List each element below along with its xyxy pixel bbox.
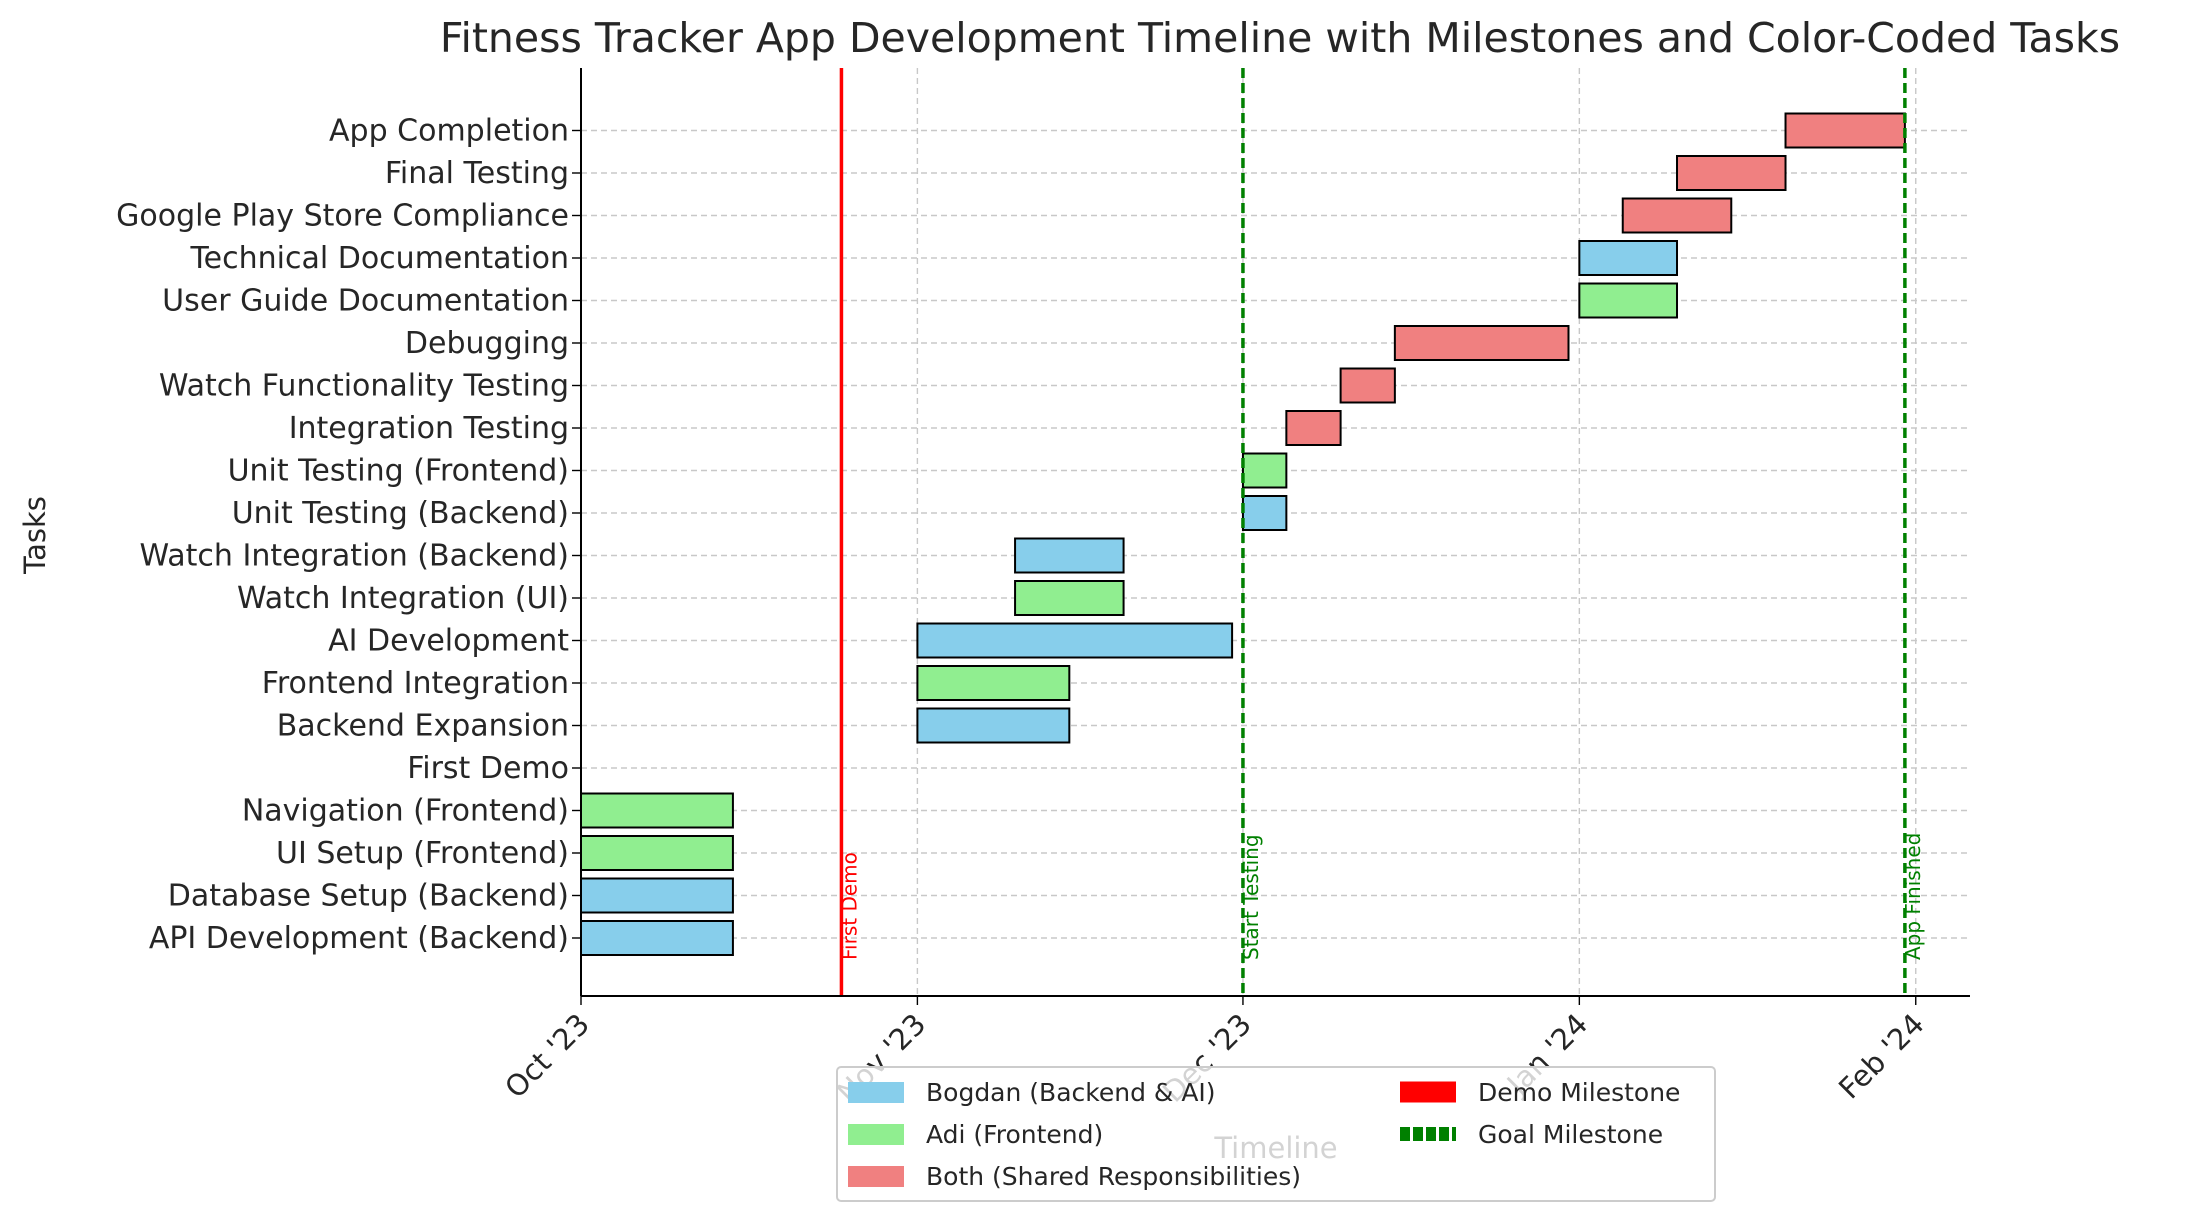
y-tick-label: UI Setup (Frontend) bbox=[276, 836, 569, 871]
legend-label: Bogdan (Backend & AI) bbox=[926, 1078, 1216, 1107]
legend-label: Adi (Frontend) bbox=[926, 1120, 1103, 1149]
legend-box bbox=[836, 1066, 1716, 1202]
task-bar bbox=[1339, 367, 1396, 404]
y-tick-label: App Completion bbox=[329, 114, 569, 149]
y-tick-label: AI Development bbox=[328, 624, 569, 659]
y-tick-label: Integration Testing bbox=[289, 411, 569, 446]
y-tick-label: Technical Documentation bbox=[189, 241, 569, 276]
task-bar bbox=[916, 665, 1071, 701]
task-bar bbox=[916, 707, 1071, 744]
y-tick-label: Frontend Integration bbox=[262, 666, 569, 701]
y-tick-label: User Guide Documentation bbox=[162, 284, 569, 319]
task-bar bbox=[1014, 537, 1125, 574]
task-bar bbox=[580, 877, 734, 914]
y-tick-label: Unit Testing (Backend) bbox=[232, 496, 569, 531]
y-tick-label: Unit Testing (Frontend) bbox=[228, 454, 569, 489]
y-tick-label: First Demo bbox=[407, 751, 569, 786]
legend-swatch bbox=[848, 1166, 904, 1187]
legend-label: Goal Milestone bbox=[1478, 1120, 1663, 1149]
task-bar bbox=[1393, 325, 1570, 361]
y-tick-label: Debugging bbox=[405, 326, 569, 361]
y-tick-label: Database Setup (Backend) bbox=[168, 879, 569, 914]
y-tick-label: Watch Integration (UI) bbox=[237, 581, 569, 616]
y-tick-label: Final Testing bbox=[385, 156, 569, 191]
task-bar bbox=[1241, 495, 1288, 531]
task-bar bbox=[1578, 240, 1679, 276]
milestone-label: Start Testing bbox=[1239, 834, 1263, 960]
y-tick-label: Watch Integration (Backend) bbox=[140, 539, 569, 574]
y-tick-label: Backend Expansion bbox=[277, 709, 569, 744]
legend-swatch bbox=[848, 1124, 904, 1145]
task-bar bbox=[1621, 197, 1733, 234]
task-bar bbox=[916, 622, 1234, 659]
task-bar bbox=[1014, 580, 1125, 616]
task-bar bbox=[1285, 410, 1342, 446]
chart-title: Fitness Tracker App Development Timeline… bbox=[440, 14, 2120, 62]
y-tick-label: Watch Functionality Testing bbox=[159, 369, 569, 404]
milestone-label: First Demo bbox=[837, 852, 861, 960]
task-bar bbox=[580, 920, 734, 956]
y-tick-label: Navigation (Frontend) bbox=[242, 794, 569, 829]
legend: Bogdan (Backend & AI) Adi (Frontend) Both … bbox=[836, 1066, 1716, 1202]
legend-label: Both (Shared Responsibilities) bbox=[926, 1162, 1301, 1191]
y-axis-label: Tasks bbox=[18, 496, 52, 575]
y-tick-label: API Development (Backend) bbox=[149, 921, 569, 956]
task-bar bbox=[580, 792, 734, 829]
task-bar bbox=[1676, 155, 1787, 191]
legend-label: Demo Milestone bbox=[1478, 1078, 1680, 1107]
milestone-label: App Finished bbox=[1901, 833, 1925, 960]
task-bar bbox=[580, 835, 734, 871]
task-bar bbox=[1578, 282, 1679, 319]
task-bar bbox=[1241, 452, 1288, 489]
legend-swatch bbox=[848, 1082, 904, 1103]
x-tick-label: Feb '24 bbox=[1832, 1007, 1931, 1106]
x-tick-label: Oct '23 bbox=[498, 1007, 596, 1105]
y-tick-label: Google Play Store Compliance bbox=[116, 199, 569, 234]
task-bar bbox=[1784, 112, 1906, 149]
